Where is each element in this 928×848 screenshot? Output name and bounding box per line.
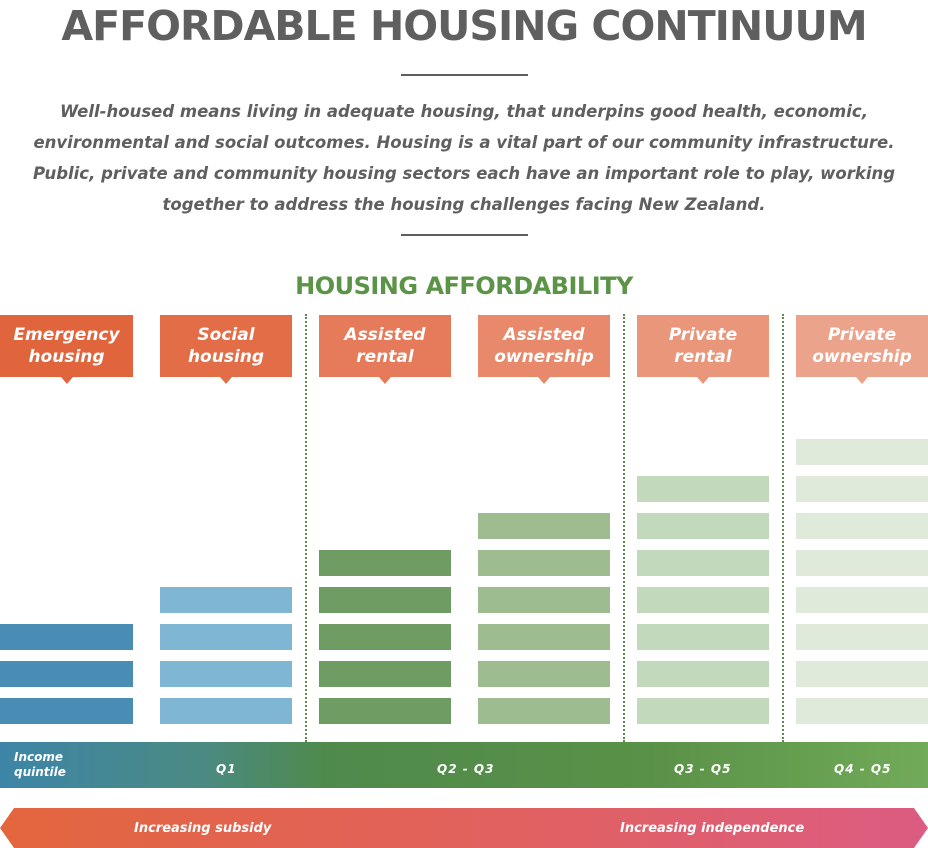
affordability-bar — [0, 661, 133, 687]
affordability-bar — [160, 624, 292, 650]
affordability-bar — [796, 513, 928, 539]
pointer-icon — [60, 377, 73, 384]
affordability-bar — [637, 550, 769, 576]
category-private-ownership: Private ownership — [796, 315, 928, 384]
page-title: AFFORDABLE HOUSING CONTINUUM — [61, 2, 867, 50]
affordability-bar — [478, 587, 610, 613]
title-rule-bottom — [401, 234, 528, 236]
arrow-label-subsidy: Increasing subsidy — [134, 821, 272, 836]
category-label: Assisted ownership — [494, 325, 594, 367]
pointer-icon — [697, 377, 709, 384]
subsidy-independence-arrow — [0, 808, 928, 848]
group-divider-3 — [782, 314, 784, 742]
affordability-bar — [796, 439, 928, 465]
affordability-bar — [637, 624, 769, 650]
affordability-bar — [637, 661, 769, 687]
intro-text: Well-housed means living in adequate hou… — [32, 102, 896, 214]
category-label: Emergency housing — [13, 325, 120, 367]
category-label: Private ownership — [812, 325, 912, 367]
category-label: Private rental — [668, 325, 738, 367]
quintile-label-q3-q5: Q3 - Q5 — [674, 762, 732, 776]
arrow-label-independence: Increasing independence — [620, 821, 805, 836]
category-social-housing: Social housing — [160, 315, 292, 384]
category-private-rental: Private rental — [637, 315, 769, 384]
pointer-icon — [379, 377, 391, 384]
category-label: Assisted rental — [344, 325, 426, 367]
category-assisted-rental: Assisted rental — [319, 315, 451, 384]
pointer-icon — [856, 377, 868, 384]
affordability-bar — [319, 698, 451, 724]
quintile-label-q4-q5: Q4 - Q5 — [834, 762, 892, 776]
affordability-bar — [319, 550, 451, 576]
affordability-bar — [478, 661, 610, 687]
category-emergency-housing: Emergency housing — [0, 315, 133, 384]
quintile-label-q2-q3: Q2 - Q3 — [437, 762, 495, 776]
affordability-bar — [160, 661, 292, 687]
income-quintile-band — [0, 742, 928, 788]
affordability-bar — [160, 587, 292, 613]
affordability-bar — [637, 476, 769, 502]
affordability-bar — [319, 587, 451, 613]
group-divider-2 — [623, 314, 625, 742]
affordability-bar — [478, 624, 610, 650]
affordability-bar — [637, 587, 769, 613]
affordability-bar — [160, 698, 292, 724]
income-quintile-label: Income quintile — [14, 750, 66, 779]
affordability-bar — [0, 624, 133, 650]
affordability-bar — [637, 513, 769, 539]
affordability-bar — [796, 661, 928, 687]
title-rule-top — [401, 74, 528, 76]
affordability-bar — [796, 550, 928, 576]
affordability-bar — [796, 587, 928, 613]
affordability-bar — [637, 698, 769, 724]
affordability-bar — [319, 661, 451, 687]
affordability-bar — [0, 698, 133, 724]
affordability-bar — [796, 476, 928, 502]
category-label: Social housing — [187, 325, 265, 367]
pointer-icon — [538, 377, 550, 384]
affordability-bar — [478, 698, 610, 724]
affordability-bar — [796, 698, 928, 724]
section-subtitle: HOUSING AFFORDABILITY — [295, 272, 633, 300]
affordability-bar — [796, 624, 928, 650]
affordability-bar — [319, 624, 451, 650]
affordability-bar — [478, 513, 610, 539]
category-assisted-ownership: Assisted ownership — [478, 315, 610, 384]
group-divider-1 — [305, 314, 307, 742]
affordability-bar — [478, 550, 610, 576]
quintile-label-q1: Q1 — [216, 762, 237, 776]
pointer-icon — [220, 377, 232, 384]
